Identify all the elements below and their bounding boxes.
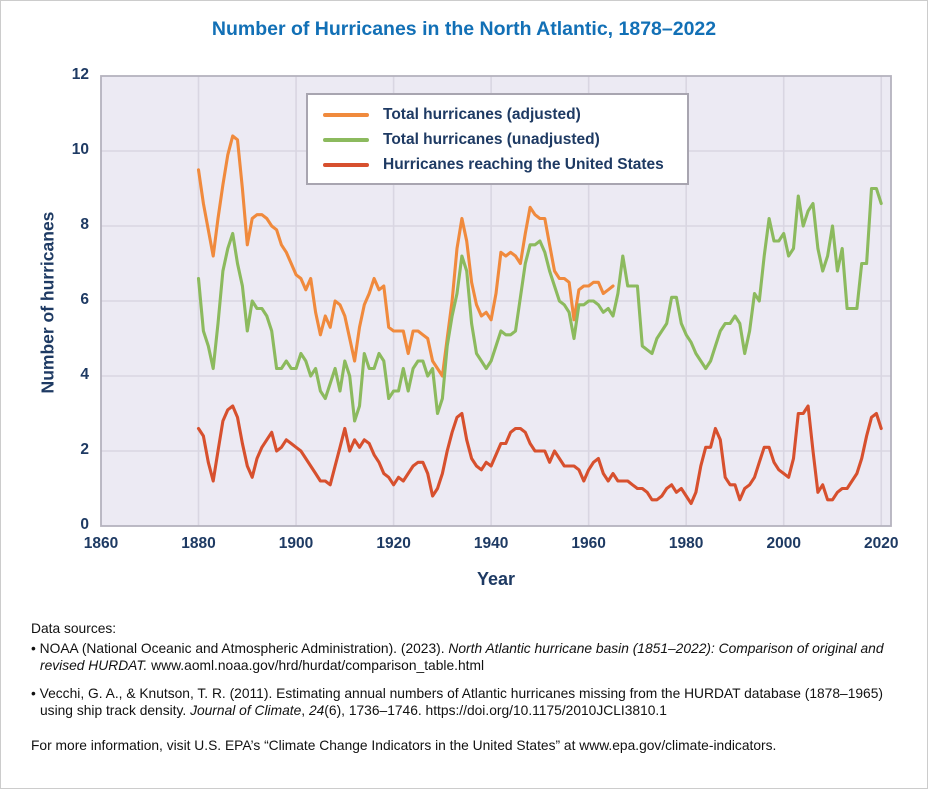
plot-border bbox=[100, 75, 892, 527]
y-tick-label: 4 bbox=[80, 366, 89, 383]
legend-line-swatch-icon bbox=[323, 163, 369, 167]
data-sources-heading: Data sources: bbox=[31, 621, 117, 636]
source-text-segment: North Atlantic hurricane basin (1851–202… bbox=[40, 641, 884, 674]
source-text-segment: • NOAA (National Oceanic and Atmospheric… bbox=[31, 641, 449, 657]
x-tick-label: 1860 bbox=[83, 535, 119, 552]
legend-label: Hurricanes reaching the United States bbox=[383, 156, 664, 173]
series-line-0 bbox=[196, 134, 615, 378]
x-tick-label: 1980 bbox=[668, 535, 704, 552]
x-axis-title: Year bbox=[476, 569, 516, 589]
legend-item: Hurricanes reaching the United States bbox=[323, 156, 673, 174]
chart-title: Number of Hurricanes in the North Atlant… bbox=[211, 18, 717, 40]
series-line-2 bbox=[196, 404, 883, 506]
x-tick-label: 2000 bbox=[766, 535, 801, 552]
source-text-segment: www.aoml.noaa.gov/hrd/hurdat/comparison_… bbox=[147, 658, 485, 674]
legend-items: Total hurricanes (adjusted) Total hurrica… bbox=[323, 106, 673, 174]
legend-item: Total hurricanes (adjusted) bbox=[323, 106, 673, 124]
source-text-segment: 24 bbox=[308, 703, 325, 719]
footer: Data sources: • NOAA (National Oceanic a… bbox=[31, 620, 909, 755]
source-text-segment: Journal of Climate bbox=[190, 703, 302, 719]
y-tick-label: 6 bbox=[80, 291, 89, 308]
source-item: • NOAA (National Oceanic and Atmospheric… bbox=[31, 640, 909, 674]
more-info-text: For more information, visit U.S. EPA’s “… bbox=[31, 738, 777, 754]
legend: Total hurricanes (adjusted) Total hurrica… bbox=[306, 93, 689, 185]
legend-line-swatch-icon bbox=[323, 113, 369, 117]
y-tick-label: 0 bbox=[80, 516, 89, 533]
legend-item: Total hurricanes (unadjusted) bbox=[323, 131, 673, 149]
legend-label: Total hurricanes (adjusted) bbox=[383, 106, 581, 123]
x-tick-label: 1900 bbox=[278, 535, 314, 552]
y-tick-label: 8 bbox=[80, 216, 89, 233]
x-tick-label: 1920 bbox=[376, 535, 411, 552]
x-tick-label: 1960 bbox=[571, 535, 606, 552]
legend-line-swatch-icon bbox=[323, 138, 369, 142]
y-tick-label: 2 bbox=[80, 441, 89, 458]
source-text-segment: , bbox=[301, 703, 309, 719]
source-item: • Vecchi, G. A., & Knutson, T. R. (2011)… bbox=[31, 685, 909, 719]
source-text-segment: (6), 1736–1746. https://doi.org/10.1175/… bbox=[324, 703, 667, 719]
x-tick-label: 1940 bbox=[473, 535, 509, 552]
x-tick-label: 2020 bbox=[863, 535, 899, 552]
y-tick-label: 10 bbox=[71, 141, 89, 158]
source-text-segment: • Vecchi, G. A., & Knutson, T. R. (2011)… bbox=[31, 686, 883, 719]
y-tick-label: 12 bbox=[71, 66, 89, 83]
x-tick-label: 1880 bbox=[181, 535, 216, 552]
series-line-1 bbox=[196, 186, 883, 423]
legend-label: Total hurricanes (unadjusted) bbox=[383, 131, 600, 148]
source-list: • NOAA (National Oceanic and Atmospheric… bbox=[31, 640, 909, 719]
